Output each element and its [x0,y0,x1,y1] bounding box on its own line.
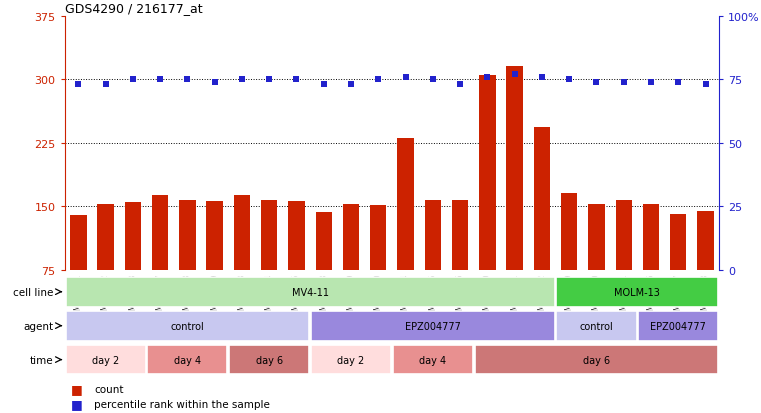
Text: day 4: day 4 [174,355,201,365]
Point [454,82,466,88]
Bar [697,212,714,333]
Text: day 2: day 2 [337,355,365,365]
Bar [65,311,309,341]
Text: time: time [30,355,54,365]
Bar [643,204,659,333]
Bar [311,345,391,375]
Bar [638,311,718,341]
Bar [393,345,473,375]
Bar [507,67,523,333]
Point [291,77,303,83]
Text: day 4: day 4 [419,355,447,365]
Text: cell line: cell line [14,287,54,297]
Point [508,71,521,78]
Point [127,77,139,83]
Bar [206,202,223,333]
Point [591,79,603,86]
Bar [148,345,228,375]
Point [263,77,275,83]
Point [563,77,575,83]
Bar [616,201,632,333]
Point [672,79,684,86]
Bar [316,213,332,333]
Point [209,79,221,86]
Point [181,77,193,83]
Point [427,77,439,83]
Bar [561,194,578,333]
Bar [288,202,304,333]
Bar [475,345,718,375]
Bar [180,201,196,333]
Bar [343,204,359,333]
Point [236,77,248,83]
Bar [65,277,555,307]
Text: EPZ004777: EPZ004777 [405,321,460,331]
Bar [311,311,555,341]
Text: ■: ■ [72,397,83,410]
Text: control: control [580,321,613,331]
Text: count: count [94,384,123,394]
Bar [479,76,495,333]
Text: MOLM-13: MOLM-13 [614,287,661,297]
Bar [670,214,686,333]
Bar [588,204,605,333]
Point [154,77,166,83]
Point [317,82,330,88]
Point [400,74,412,81]
Point [372,77,384,83]
Bar [533,128,550,333]
Bar [65,345,145,375]
Point [618,79,630,86]
Text: GDS4290 / 216177_at: GDS4290 / 216177_at [65,2,202,15]
Bar [125,202,141,333]
Bar [261,201,277,333]
Text: agent: agent [24,321,54,331]
Bar [556,277,718,307]
Text: MV4-11: MV4-11 [291,287,329,297]
Bar [556,311,636,341]
Bar [229,345,309,375]
Bar [370,205,387,333]
Bar [234,196,250,333]
Text: EPZ004777: EPZ004777 [651,321,706,331]
Text: ■: ■ [72,382,83,395]
Point [481,74,493,81]
Point [645,79,657,86]
Text: control: control [170,321,204,331]
Point [536,74,548,81]
Bar [425,201,441,333]
Text: day 2: day 2 [92,355,119,365]
Point [699,82,712,88]
Bar [152,196,168,333]
Point [100,82,112,88]
Text: percentile rank within the sample: percentile rank within the sample [94,399,270,409]
Text: day 6: day 6 [256,355,283,365]
Point [345,82,357,88]
Bar [70,215,87,333]
Text: day 6: day 6 [583,355,610,365]
Bar [397,139,414,333]
Bar [97,204,114,333]
Point [72,82,84,88]
Bar [452,201,468,333]
